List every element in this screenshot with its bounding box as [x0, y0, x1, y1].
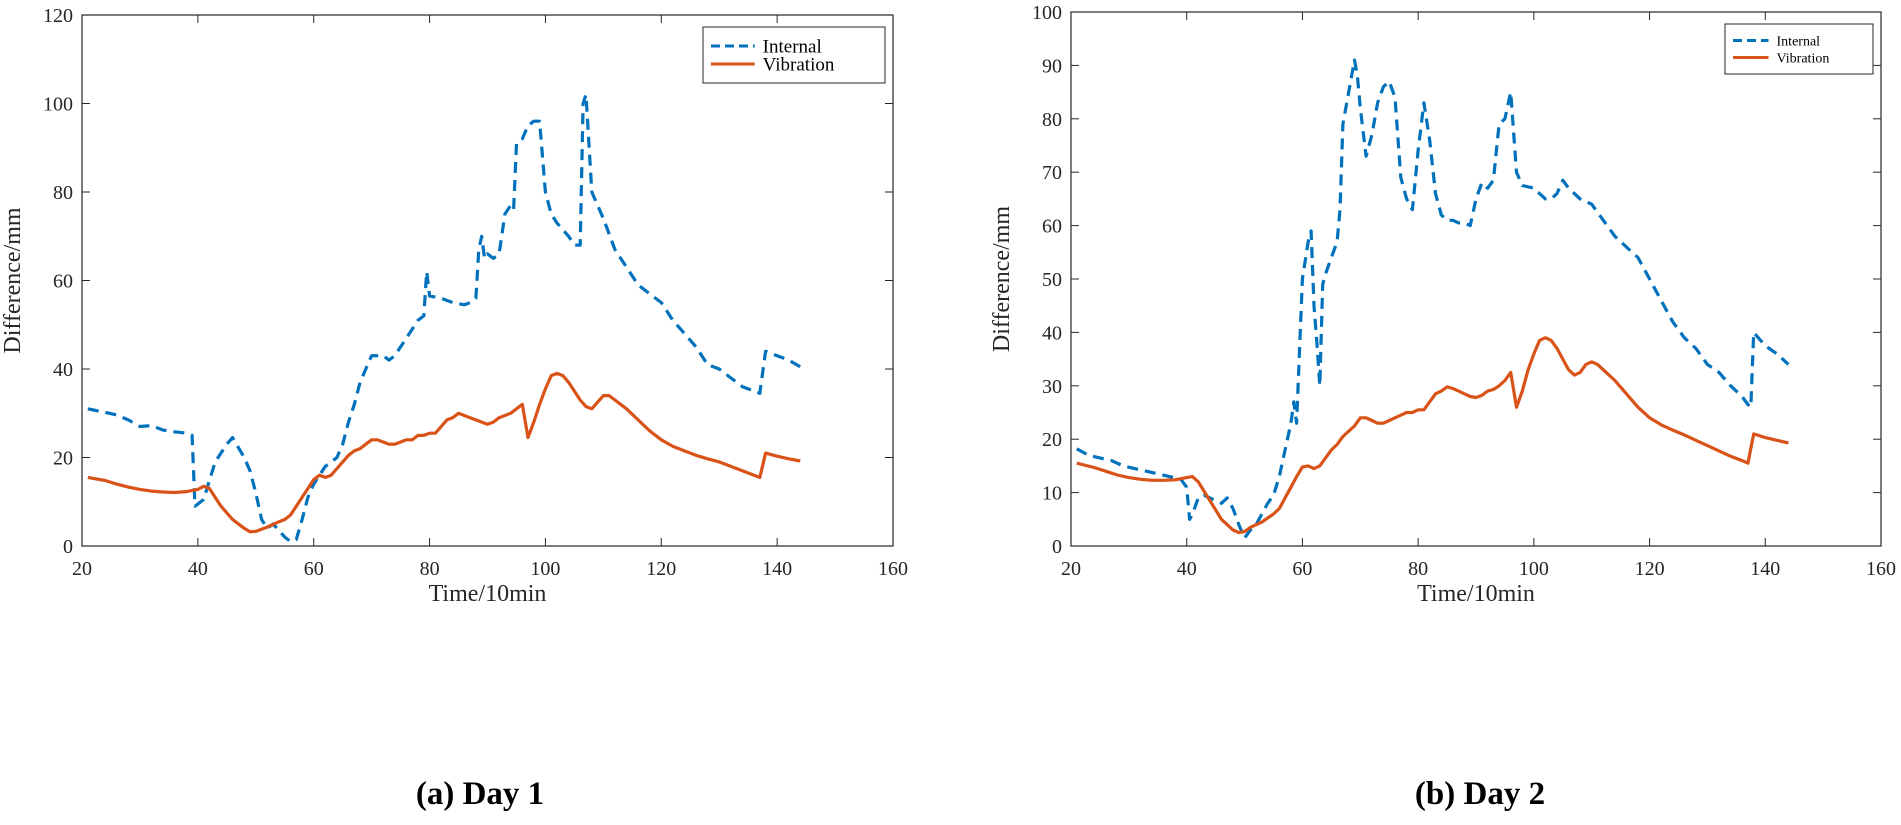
y-tick-label: 10 — [1042, 483, 1062, 505]
x-tick-label: 80 — [1408, 558, 1428, 580]
y-tick-label: 60 — [53, 271, 73, 293]
series-line-internal — [1076, 58, 1790, 540]
y-tick-label: 40 — [1042, 322, 1062, 344]
plot-area-frame — [81, 14, 894, 547]
x-tick-label: 120 — [1635, 558, 1665, 580]
y-tick-label: 0 — [63, 536, 73, 558]
x-tick-label: 60 — [1292, 558, 1312, 580]
plot-area-frame — [1070, 11, 1882, 547]
legend-label-internal: Internal — [763, 37, 822, 58]
legend-box — [1724, 23, 1874, 75]
y-tick-label: 60 — [1042, 216, 1062, 238]
x-tick-label: 140 — [1750, 558, 1780, 580]
y-tick-label: 40 — [53, 359, 73, 381]
y-tick-label: 90 — [1042, 55, 1062, 77]
legend-label-internal: Internal — [1777, 34, 1821, 49]
x-tick-label: 160 — [878, 558, 908, 580]
x-tick-label: 20 — [72, 558, 92, 580]
y-tick-label: 80 — [53, 182, 73, 204]
y-tick-label: 100 — [1032, 2, 1062, 24]
y-tick-label: 20 — [53, 448, 73, 470]
series-line-vibration — [1076, 336, 1789, 535]
series-lines — [1076, 58, 1790, 540]
y-tick-label: 0 — [1052, 536, 1062, 558]
legend: Internal Vibration — [1724, 23, 1874, 75]
y-tick-label: 20 — [1042, 429, 1062, 451]
y-axis-label: Difference/mm — [0, 207, 26, 353]
axis-ticks: 20 40 60 80 100 120 140 160 0 10 20 30 40 50 60 70 80 90 1… — [1032, 2, 1896, 580]
x-tick-label: 40 — [1177, 558, 1197, 580]
x-axis-label: Time/10min — [429, 581, 547, 607]
y-tick-label: 50 — [1042, 269, 1062, 291]
chart-day-2: 20 40 60 80 100 120 140 160 0 10 20 30 40 50 60 70 80 90 1… — [989, 2, 1896, 812]
y-tick-label: 80 — [1042, 109, 1062, 131]
x-tick-label: 80 — [420, 558, 440, 580]
x-tick-label: 40 — [188, 558, 208, 580]
figure-caption: (b) Day 2 — [1415, 776, 1545, 812]
x-tick-label: 100 — [530, 558, 560, 580]
series-line-internal — [87, 93, 802, 544]
series-lines — [87, 93, 802, 544]
figure-caption: (a) Day 1 — [416, 776, 544, 812]
y-tick-label: 120 — [43, 5, 73, 27]
y-tick-label: 70 — [1042, 162, 1062, 184]
x-tick-label: 160 — [1866, 558, 1896, 580]
legend-label-vibration: Vibration — [763, 55, 835, 76]
x-axis-label: Time/10min — [1417, 581, 1535, 607]
x-tick-label: 100 — [1519, 558, 1549, 580]
x-tick-label: 140 — [762, 558, 792, 580]
x-tick-label: 20 — [1061, 558, 1081, 580]
series-line-vibration — [87, 371, 801, 534]
y-tick-label: 30 — [1042, 376, 1062, 398]
x-tick-label: 120 — [646, 558, 676, 580]
legend-box — [702, 26, 886, 84]
legend: Internal Vibration — [702, 26, 886, 84]
x-tick-label: 60 — [304, 558, 324, 580]
legend-label-vibration: Vibration — [1777, 51, 1830, 66]
y-axis-label: Difference/mm — [989, 206, 1015, 352]
y-tick-label: 100 — [43, 94, 73, 116]
